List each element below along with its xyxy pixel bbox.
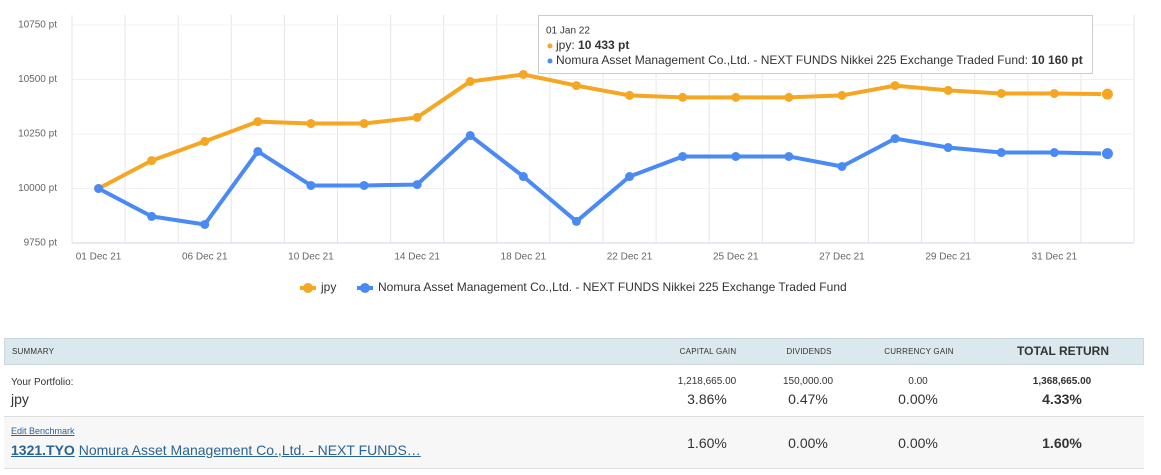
value: 0.00 — [908, 376, 928, 387]
tooltip-name: jpy: — [555, 38, 578, 52]
point — [200, 136, 210, 146]
label: Your Portfolio: — [11, 377, 74, 388]
x-tick-label: 31 Dec 21 — [1032, 252, 1078, 263]
point — [625, 172, 635, 182]
value: 0.00% — [788, 435, 828, 451]
point — [996, 148, 1006, 158]
benchmark-row: Edit Benchmark 1321.TYO Nomura Asset Man… — [4, 417, 1144, 469]
point — [200, 219, 210, 229]
tooltip-date: 01 Jan 22 — [546, 26, 590, 37]
point — [253, 146, 263, 156]
value: 4.33% — [1042, 391, 1082, 407]
point — [1049, 148, 1059, 158]
point — [625, 90, 635, 100]
point — [359, 119, 369, 129]
point — [1100, 87, 1114, 101]
value: 1.60% — [1042, 435, 1082, 451]
value: 1,368,665.00 — [1032, 376, 1092, 387]
point — [890, 134, 900, 144]
point — [306, 119, 316, 129]
point — [518, 69, 528, 79]
x-tick-label: 01 Dec 21 — [76, 252, 122, 263]
point — [518, 172, 528, 182]
point — [147, 211, 157, 221]
point — [731, 151, 741, 161]
legend-symbol — [303, 283, 313, 293]
point — [890, 81, 900, 91]
header: SUMMARY — [12, 347, 55, 356]
point — [571, 81, 581, 91]
point — [678, 151, 688, 161]
point — [996, 88, 1006, 98]
point — [784, 92, 794, 102]
value: 1,218,665.00 — [677, 376, 737, 387]
point — [94, 184, 104, 193]
point — [731, 92, 741, 102]
point — [412, 112, 422, 122]
point — [678, 92, 688, 102]
legend-label: Nomura Asset Management Co.,Ltd. - NEXT … — [378, 280, 847, 294]
ticker-link[interactable]: 1321.TYO — [11, 442, 75, 458]
value: 150,000.00 — [782, 376, 834, 387]
header: TOTAL RETURN — [1017, 344, 1109, 358]
x-tick-label: 22 Dec 21 — [607, 252, 653, 263]
tooltip-line: jpy: 10 433 pt — [555, 38, 629, 52]
value: 3.86% — [687, 391, 727, 407]
point — [306, 180, 316, 190]
point — [465, 76, 475, 86]
y-tick-label: 10250 pt — [18, 129, 57, 140]
portfolio-row: Your Portfolio: jpy 1,218,665.00 3.86% 1… — [4, 365, 1144, 417]
x-tick-label: 10 Dec 21 — [288, 252, 334, 263]
x-tick-label: 06 Dec 21 — [182, 252, 228, 263]
point — [465, 131, 475, 141]
name: jpy — [11, 391, 29, 407]
point — [943, 85, 953, 95]
point — [784, 151, 794, 161]
tooltip-box — [538, 15, 1093, 74]
tooltip-name: Nomura Asset Management Co.,Ltd. - NEXT … — [556, 53, 1031, 67]
point — [837, 90, 847, 100]
point — [837, 161, 847, 171]
header: CURRENCY GAIN — [884, 347, 954, 356]
chart: 9750 pt 10000 pt 10250 pt 10500 pt 10750 pt 0… — [18, 15, 1135, 294]
x-tick-label: 18 Dec 21 — [501, 252, 547, 263]
series-line — [97, 72, 1108, 191]
edit-benchmark-link[interactable]: Edit Benchmark — [11, 426, 75, 436]
tooltip-line: Nomura Asset Management Co.,Ltd. - NEXT … — [556, 53, 1083, 67]
value: 0.47% — [788, 391, 828, 407]
point — [571, 216, 581, 226]
value: 0.00% — [898, 435, 938, 451]
value: 1.60% — [687, 435, 727, 451]
point — [1049, 88, 1059, 98]
x-tick-label: 25 Dec 21 — [713, 252, 759, 263]
tooltip-dot — [547, 43, 553, 49]
header: CAPITAL GAIN — [679, 347, 737, 356]
y-tick-label: 10750 pt — [18, 20, 57, 31]
x-tick-label: 29 Dec 21 — [925, 252, 971, 263]
tooltip-dot — [547, 58, 553, 64]
point — [412, 180, 422, 190]
legend-symbol — [360, 283, 370, 293]
y-tick-label: 10000 pt — [18, 183, 57, 194]
series-line — [97, 133, 1108, 227]
x-tick-label: 27 Dec 21 — [819, 252, 865, 263]
point — [943, 143, 953, 153]
legend-label: jpy — [320, 280, 336, 294]
point — [253, 117, 263, 127]
value: 0.00% — [898, 391, 938, 407]
tooltip-value: 10 160 pt — [1031, 53, 1082, 67]
point — [1100, 147, 1114, 161]
tooltip-value: 10 433 pt — [578, 38, 629, 52]
fund-link[interactable]: Nomura Asset Management Co.,Ltd. - NEXT … — [78, 442, 421, 458]
x-tick-label: 14 Dec 21 — [394, 252, 440, 263]
header: DIVIDENDS — [786, 347, 832, 356]
summary-table: SUMMARY CAPITAL GAIN DIVIDENDS CURRENCY … — [4, 338, 1144, 469]
point — [147, 156, 157, 166]
header-row: SUMMARY CAPITAL GAIN DIVIDENDS CURRENCY … — [4, 338, 1144, 365]
point — [359, 180, 369, 190]
y-tick-label: 9750 pt — [24, 238, 58, 249]
y-tick-label: 10500 pt — [18, 74, 57, 85]
